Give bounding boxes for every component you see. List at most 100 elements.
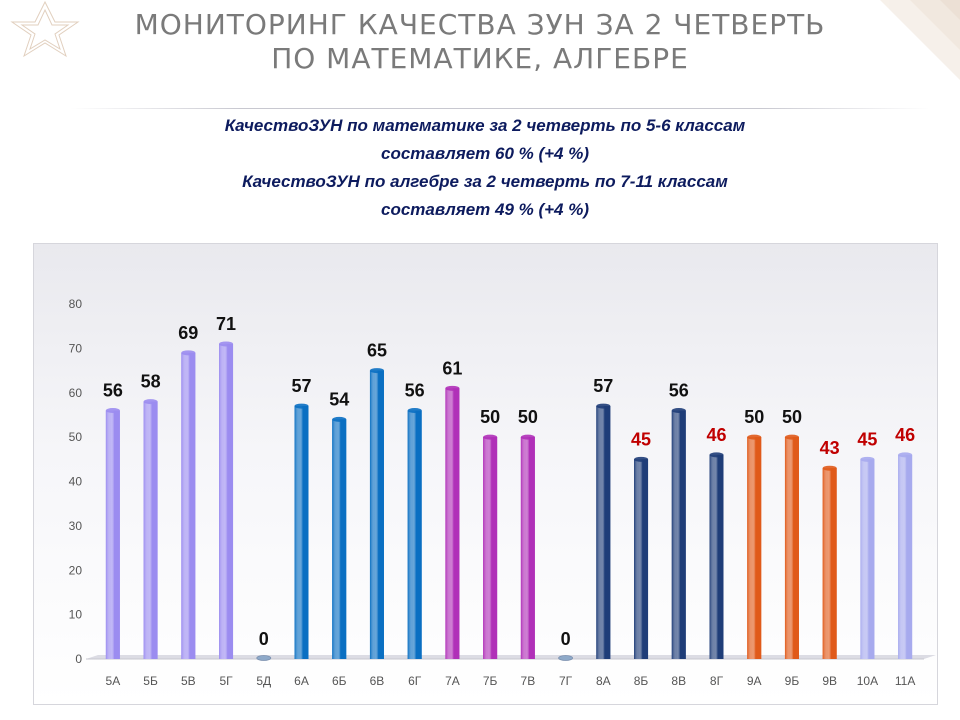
x-tick-label-6Г: 6Г (408, 674, 422, 688)
title-divider (70, 108, 930, 109)
x-tick-label-5Д: 5Д (256, 674, 271, 688)
summary-text: КачествоЗУН по математике за 2 четверть … (110, 112, 860, 224)
x-tick-label-8Б: 8Б (634, 674, 649, 688)
y-tick-label: 80 (69, 297, 83, 311)
bar-shine-6Г (407, 410, 422, 659)
y-tick-label: 40 (69, 475, 83, 489)
data-label-6А: 57 (291, 376, 311, 396)
bar-top-7А (445, 385, 460, 391)
x-tick-label-8А: 8А (596, 674, 611, 688)
data-label-10А: 45 (857, 429, 877, 449)
bar-shine-7В (520, 437, 535, 659)
x-tick-label-7Г: 7Г (559, 674, 573, 688)
x-tick-label-7В: 7В (521, 674, 536, 688)
data-label-11А: 46 (895, 425, 915, 445)
y-tick-label: 0 (75, 652, 82, 666)
data-label-7Б: 50 (480, 407, 500, 427)
bar-shine-9А (747, 437, 762, 659)
bar-top-8В (671, 408, 686, 413)
bar-top-10А (860, 456, 875, 462)
bar-top-5Г (219, 341, 234, 347)
bar-5Д (256, 655, 272, 661)
bar-7Г (558, 655, 573, 661)
bar-chart: 0 10 20 30 40 50 60 70 80 56 5А 58 5Б 69 5В 71 5Г 0 5Д 57 6А… (69, 297, 936, 688)
slide-title: Мониторинг качества ЗУН за 2 четверть по… (100, 8, 860, 76)
bar-top-5Б (143, 399, 158, 405)
x-tick-label-7Б: 7Б (483, 674, 498, 688)
x-tick-label-6А: 6А (294, 674, 309, 688)
bar-top-9В (822, 465, 837, 471)
data-label-9В: 43 (820, 438, 840, 458)
bar-shine-10А (860, 459, 875, 659)
bar-shine-8А (596, 406, 611, 659)
bar-top-8А (596, 403, 611, 409)
bar-top-8Б (634, 456, 649, 462)
bar-top-11А (898, 452, 913, 458)
data-label-7А: 61 (442, 358, 462, 378)
summary-line-1: КачествоЗУН по математике за 2 четверть … (224, 116, 746, 135)
y-tick-label: 10 (69, 608, 83, 622)
bar-shine-11А (898, 454, 913, 659)
bar-top-7Б (483, 434, 498, 440)
bar-shine-7Б (483, 437, 498, 659)
x-tick-label-6В: 6В (370, 674, 385, 688)
decorative-star-icon (10, 0, 80, 58)
title-line-2: по математике, алгебре (271, 42, 689, 75)
summary-line-2: составляет 60 % (+4 %) (380, 144, 590, 163)
decorative-ribbon-icon (880, 0, 960, 80)
data-label-5Д: 0 (259, 629, 269, 649)
chart-floor (86, 655, 936, 659)
chart-area: 0 10 20 30 40 50 60 70 80 56 5А 58 5Б 69 5В 71 5Г 0 5Д 57 6А… (33, 243, 938, 705)
x-tick-label-10А: 10А (857, 674, 878, 688)
data-label-7Г: 0 (561, 629, 571, 649)
summary-line-3: КачествоЗУН по алгебре за 2 четверть по … (242, 172, 728, 191)
x-tick-label-9А: 9А (747, 674, 762, 688)
x-tick-label-5Б: 5Б (143, 674, 158, 688)
bar-shine-6В (369, 370, 384, 659)
title-line-1: Мониторинг качества ЗУН за 2 четверть (134, 8, 826, 41)
data-label-6Г: 56 (405, 381, 425, 401)
bar-shine-5Г (219, 343, 234, 659)
data-label-6В: 65 (367, 341, 387, 361)
bar-shine-8Г (709, 454, 724, 659)
bar-shine-5А (105, 410, 120, 659)
bar-top-9Б (784, 434, 799, 440)
bar-top-5А (105, 408, 120, 413)
x-tick-label-5В: 5В (181, 674, 196, 688)
y-tick-label: 30 (69, 519, 83, 533)
x-tick-label-6Б: 6Б (332, 674, 347, 688)
data-label-5Г: 71 (216, 314, 236, 334)
bar-shine-6Б (332, 419, 347, 659)
data-label-8Б: 45 (631, 429, 651, 449)
x-tick-label-7А: 7А (445, 674, 460, 688)
bar-shine-6А (294, 406, 309, 659)
summary-line-4: составляет 49 % (+4 %) (380, 200, 590, 219)
bar-top-8Г (709, 452, 724, 458)
bar-top-6Б (332, 416, 347, 422)
x-tick-label-5А: 5А (106, 674, 121, 688)
bar-shine-7А (445, 388, 460, 659)
bar-top-6В (369, 368, 384, 374)
x-tick-label-8Г: 8Г (710, 674, 724, 688)
bar-shine-9В (822, 468, 837, 659)
data-label-8Г: 46 (706, 425, 726, 445)
data-label-9Б: 50 (782, 407, 802, 427)
bar-shine-8Б (634, 459, 649, 659)
bar-shine-9Б (784, 437, 799, 659)
data-label-5А: 56 (103, 381, 123, 401)
x-tick-label-8В: 8В (671, 674, 686, 688)
data-label-5В: 69 (178, 323, 198, 343)
bar-top-6Г (407, 408, 422, 413)
data-label-6Б: 54 (329, 389, 349, 409)
bar-shine-5Б (143, 401, 158, 659)
x-tick-label-11А: 11А (895, 674, 915, 688)
y-tick-label: 20 (69, 563, 83, 577)
x-tick-label-5Г: 5Г (219, 674, 233, 688)
bar-top-7В (520, 434, 535, 440)
bar-shine-5В (181, 352, 196, 659)
data-label-5Б: 58 (141, 372, 161, 392)
y-tick-label: 70 (69, 341, 83, 355)
y-tick-label: 60 (69, 386, 83, 400)
data-label-7В: 50 (518, 407, 538, 427)
bar-top-5В (181, 350, 196, 356)
